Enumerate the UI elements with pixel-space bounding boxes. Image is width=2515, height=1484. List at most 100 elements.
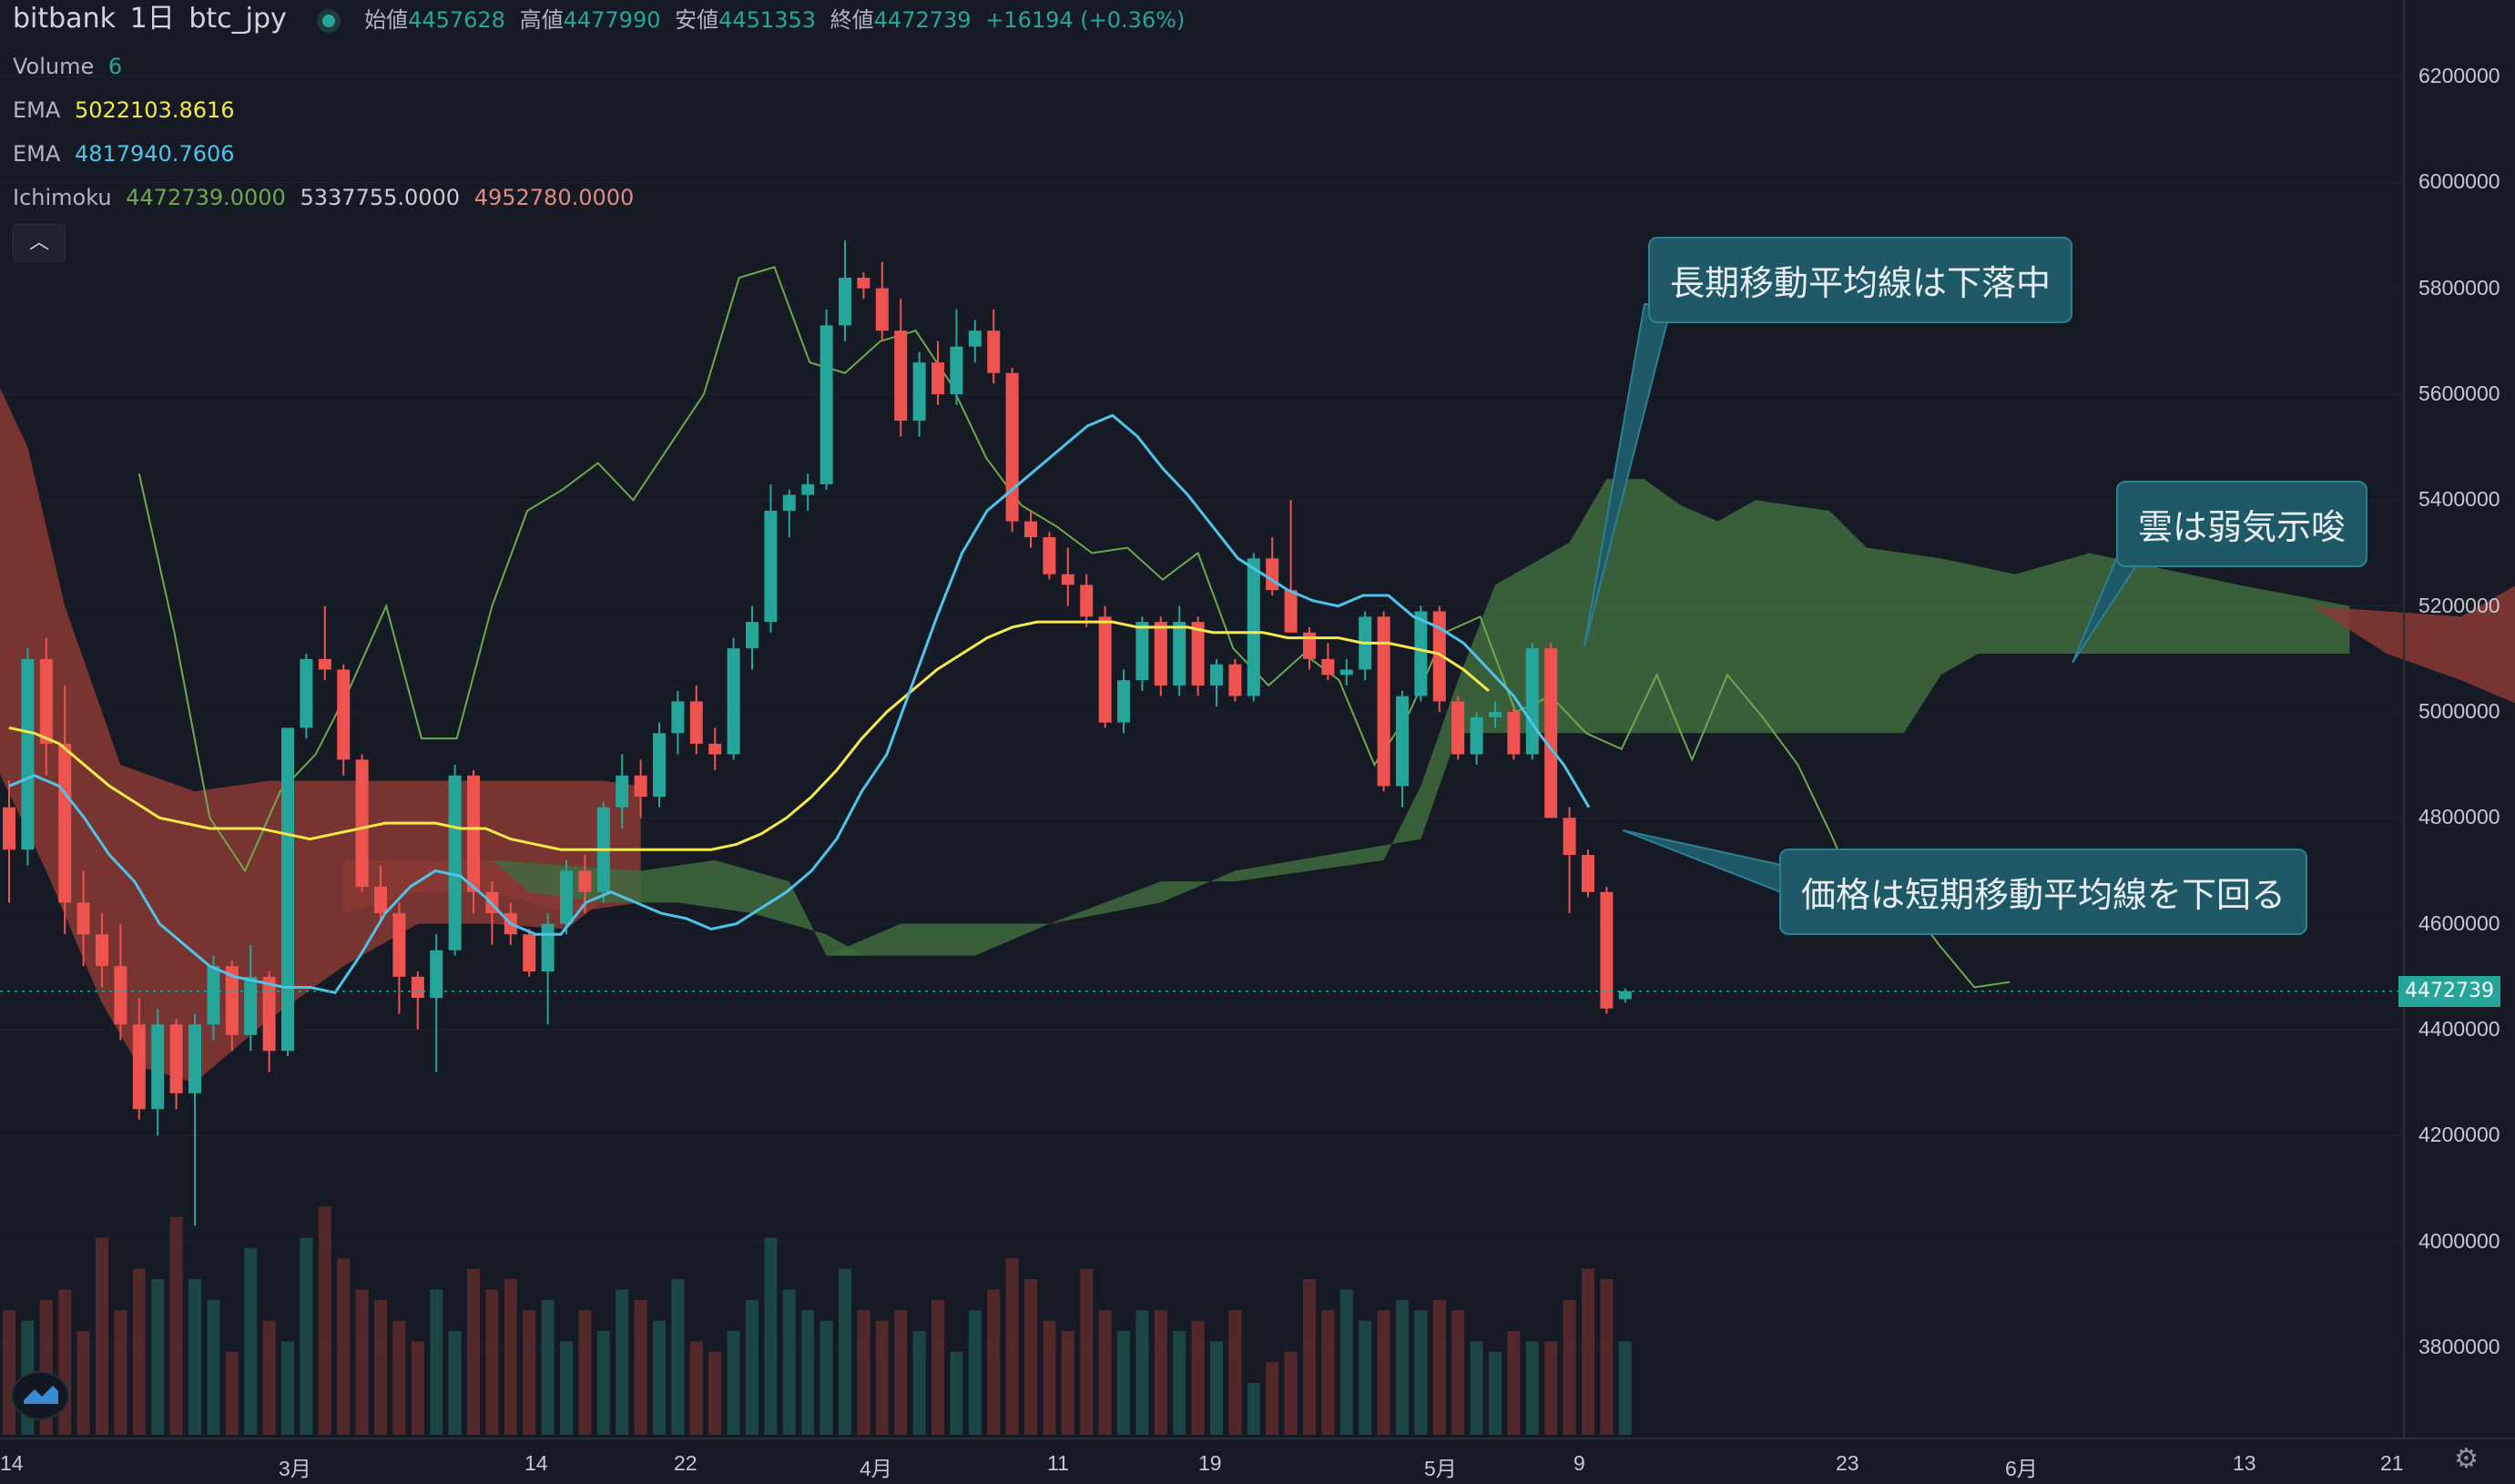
candle [1339,658,1353,686]
volume-bar [1489,1351,1502,1435]
candle [634,759,647,818]
volume-bar [207,1299,220,1435]
volume-bar [968,1310,982,1435]
symbol[interactable]: btc_jpy [188,3,287,35]
price-tick-label: 5400000 [2418,487,2500,512]
time-tick-label: 22 [674,1451,697,1475]
chevron-up-icon: ︿ [28,231,49,254]
high-value: 4477990 [563,7,661,33]
candle-body [1210,664,1223,686]
time-tick-label: 3月 [279,1457,311,1480]
candle-body [76,902,90,935]
ema-long-legend[interactable]: EMA 5022103.8616 [13,95,242,126]
candle [96,913,108,988]
candle-body [1247,558,1260,696]
ichimoku-cloud [0,388,2515,1083]
candle-body [764,510,778,623]
candle [3,780,15,903]
candle [1173,605,1186,696]
ema-long-value: 5022103.8616 [74,97,235,123]
candle [1563,807,1576,914]
candle-body [244,976,258,1035]
volume-bar [411,1341,424,1435]
last-price-tag: 4472739 [2398,975,2500,1007]
volume-bar [1173,1331,1186,1435]
candle [207,955,220,1041]
candle-body [1061,574,1074,585]
price-tick-label: 4000000 [2418,1228,2500,1253]
volume-bar [1024,1279,1037,1435]
volume-bar [1210,1341,1223,1435]
tradingview-logo[interactable] [11,1371,69,1420]
candle [1377,611,1390,792]
candle [337,664,351,776]
candle-body [1080,584,1094,617]
candle [1043,532,1056,580]
volume-bar [1339,1289,1353,1435]
volume-bar [448,1331,462,1435]
collapse-legend-button[interactable]: ︿ [13,224,66,262]
candle [300,654,313,739]
candle-body [1582,855,1594,892]
candle [411,971,424,1030]
candle [1507,706,1521,760]
candle [114,923,127,1041]
time-tick-label: 14 [0,1451,24,1475]
candle-body [1507,712,1521,755]
volume-bar [430,1289,443,1435]
candle [1525,643,1539,760]
volume-bar [1117,1331,1130,1435]
candle [912,351,926,437]
candle [987,309,1001,384]
exchange-name[interactable]: bitbank [13,3,116,35]
candle [244,944,258,1052]
candle [1080,574,1094,627]
volume-bar [1359,1320,1372,1435]
candle [523,929,536,977]
volume-bar [1600,1279,1614,1435]
ema-short-legend[interactable]: EMA 4817940.7606 [13,138,242,169]
volume-legend[interactable]: Volume 6 [13,51,129,82]
volume-bar [1618,1341,1632,1435]
callout-pointers [1583,303,2151,894]
candle [262,971,276,1072]
ema-short-line [8,413,1591,994]
interval[interactable]: 1日 [129,3,175,35]
candle [894,299,908,437]
lagging-span [137,266,2011,989]
volume-bar [708,1351,722,1435]
candle [1470,712,1483,766]
volume-bar [132,1268,146,1435]
candle-body [1321,658,1335,676]
volume-bar [337,1258,351,1435]
candle-body [467,775,480,892]
ichimoku-legend[interactable]: Ichimoku 4472739.0000 5337755.0000 49527… [13,182,641,213]
volume-bar [950,1351,963,1435]
volume-bar [560,1341,573,1435]
gear-icon[interactable]: ⚙ [2454,1443,2479,1475]
candle [560,859,573,935]
price-tick-label: 3800000 [2418,1335,2500,1358]
bearish-cloud-left [0,388,641,1083]
ema-short-label: EMA [13,141,61,167]
candle [132,998,146,1120]
candle [932,341,944,405]
candle-body [1266,558,1279,591]
candle [1321,643,1335,681]
candle-body [932,362,944,394]
candle-body [58,743,72,903]
candle-body [132,1024,146,1110]
candle-body [207,966,220,1025]
candle-body [1563,818,1576,856]
candle [1600,886,1614,1014]
volume-bar [262,1320,276,1435]
volume-bar [1507,1331,1521,1435]
candle [1303,626,1316,670]
candle-body [857,278,871,289]
volume-bar [355,1289,369,1435]
volume-bar [1544,1341,1558,1435]
market-status-icon [322,15,336,27]
volume-bar [1228,1310,1242,1435]
volume-bar [1377,1310,1390,1435]
